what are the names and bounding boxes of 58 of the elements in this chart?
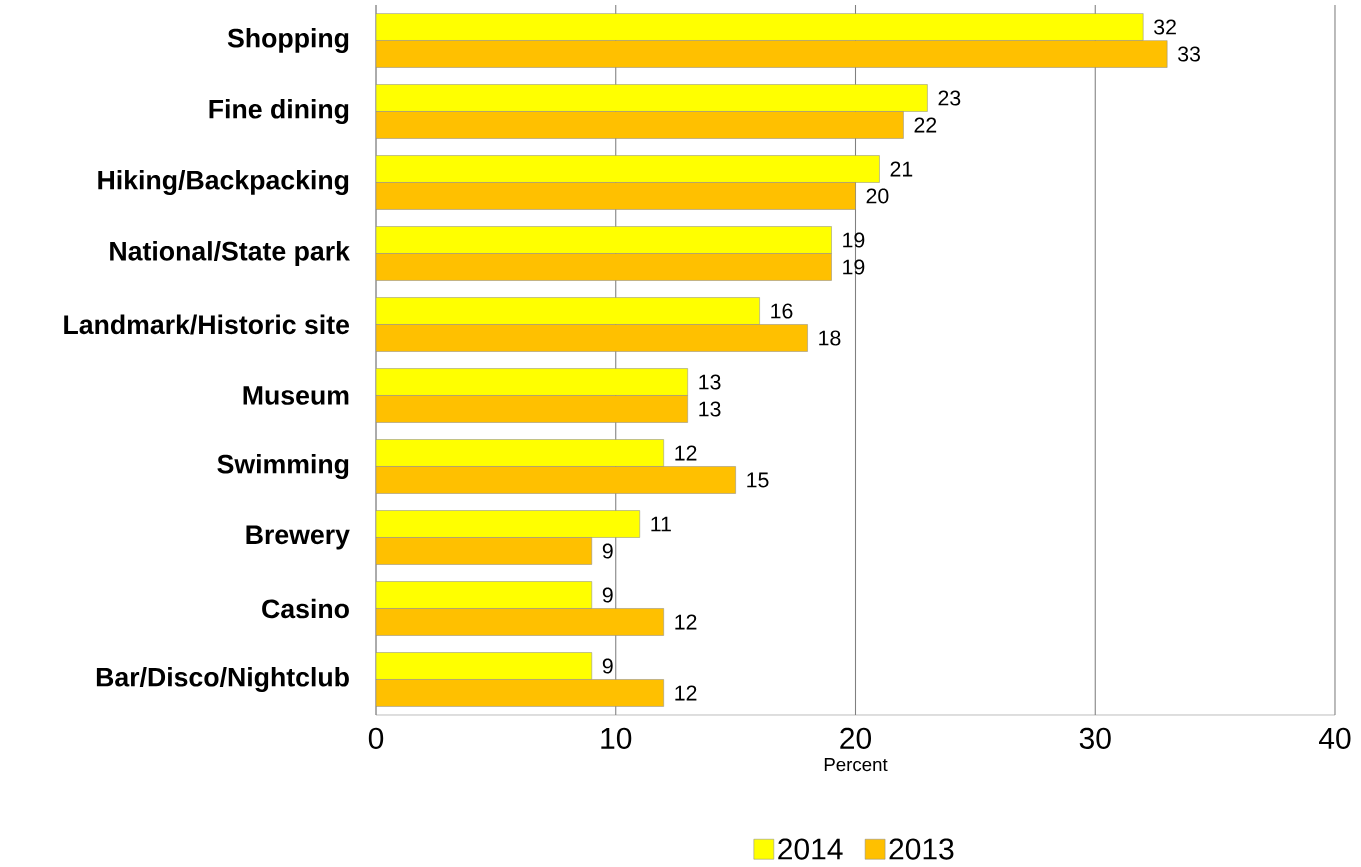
bar: [376, 510, 640, 538]
bar: [376, 439, 664, 467]
data-label: 19: [843, 259, 865, 275]
bar: [376, 368, 688, 396]
legend-label: 2013: [889, 838, 954, 860]
data-label: 15: [747, 472, 769, 488]
data-label: 22: [914, 117, 937, 133]
x-tick-label: 40: [1319, 727, 1351, 749]
bar: [376, 182, 856, 210]
bar: [376, 679, 664, 707]
data-label: 13: [699, 401, 721, 417]
x-tick-label: 10: [601, 727, 632, 749]
bar: [376, 40, 1168, 68]
x-tick-label: 30: [1079, 727, 1111, 749]
bar: [376, 226, 832, 254]
bar: [376, 324, 808, 352]
data-label: 9: [602, 587, 613, 603]
data-label: 9: [602, 543, 613, 559]
data-label: 18: [819, 330, 841, 346]
y-tick-label: Museum: [243, 386, 349, 405]
bar: [376, 84, 928, 112]
bar: [376, 537, 593, 565]
legend-label: 2014: [778, 838, 843, 860]
bar: [376, 253, 832, 281]
data-label: 12: [675, 685, 697, 701]
data-label: 33: [1178, 46, 1200, 62]
x-tick-label: 0: [368, 727, 384, 749]
data-label: 32: [1154, 19, 1176, 35]
y-tick-label: Landmark/Historic site: [64, 314, 350, 335]
bar: [376, 608, 664, 636]
data-label: 9: [602, 658, 613, 674]
y-tick-label: Shopping: [227, 28, 349, 53]
data-label: 12: [675, 445, 697, 461]
y-tick-label: Casino: [262, 598, 349, 619]
bar: [376, 13, 1144, 41]
bar: [376, 581, 593, 609]
data-label: 20: [866, 188, 889, 204]
y-tick-label: Brewery: [246, 525, 350, 550]
x-tick-label: 20: [840, 727, 872, 749]
data-label: 12: [675, 614, 697, 630]
bar: [376, 111, 904, 139]
bar: [376, 155, 880, 183]
bar: [376, 395, 688, 423]
data-label: 13: [699, 374, 721, 390]
bar: [376, 466, 736, 494]
data-label: 11: [651, 516, 671, 532]
data-label: 19: [843, 232, 865, 248]
y-tick-label: National/State park: [110, 241, 350, 266]
bar: [376, 652, 593, 680]
data-label: 16: [771, 303, 793, 319]
data-label: 23: [938, 90, 961, 106]
y-tick-label: Bar/Disco/Nightclub: [96, 667, 349, 692]
x-axis-title: Percent: [824, 758, 888, 772]
bar: [376, 297, 760, 325]
y-tick-label: Fine dining: [209, 99, 349, 124]
y-tick-label: Swimming: [217, 454, 349, 479]
y-tick-label: Hiking/Backpacking: [98, 170, 349, 195]
data-label: 21: [890, 161, 913, 177]
